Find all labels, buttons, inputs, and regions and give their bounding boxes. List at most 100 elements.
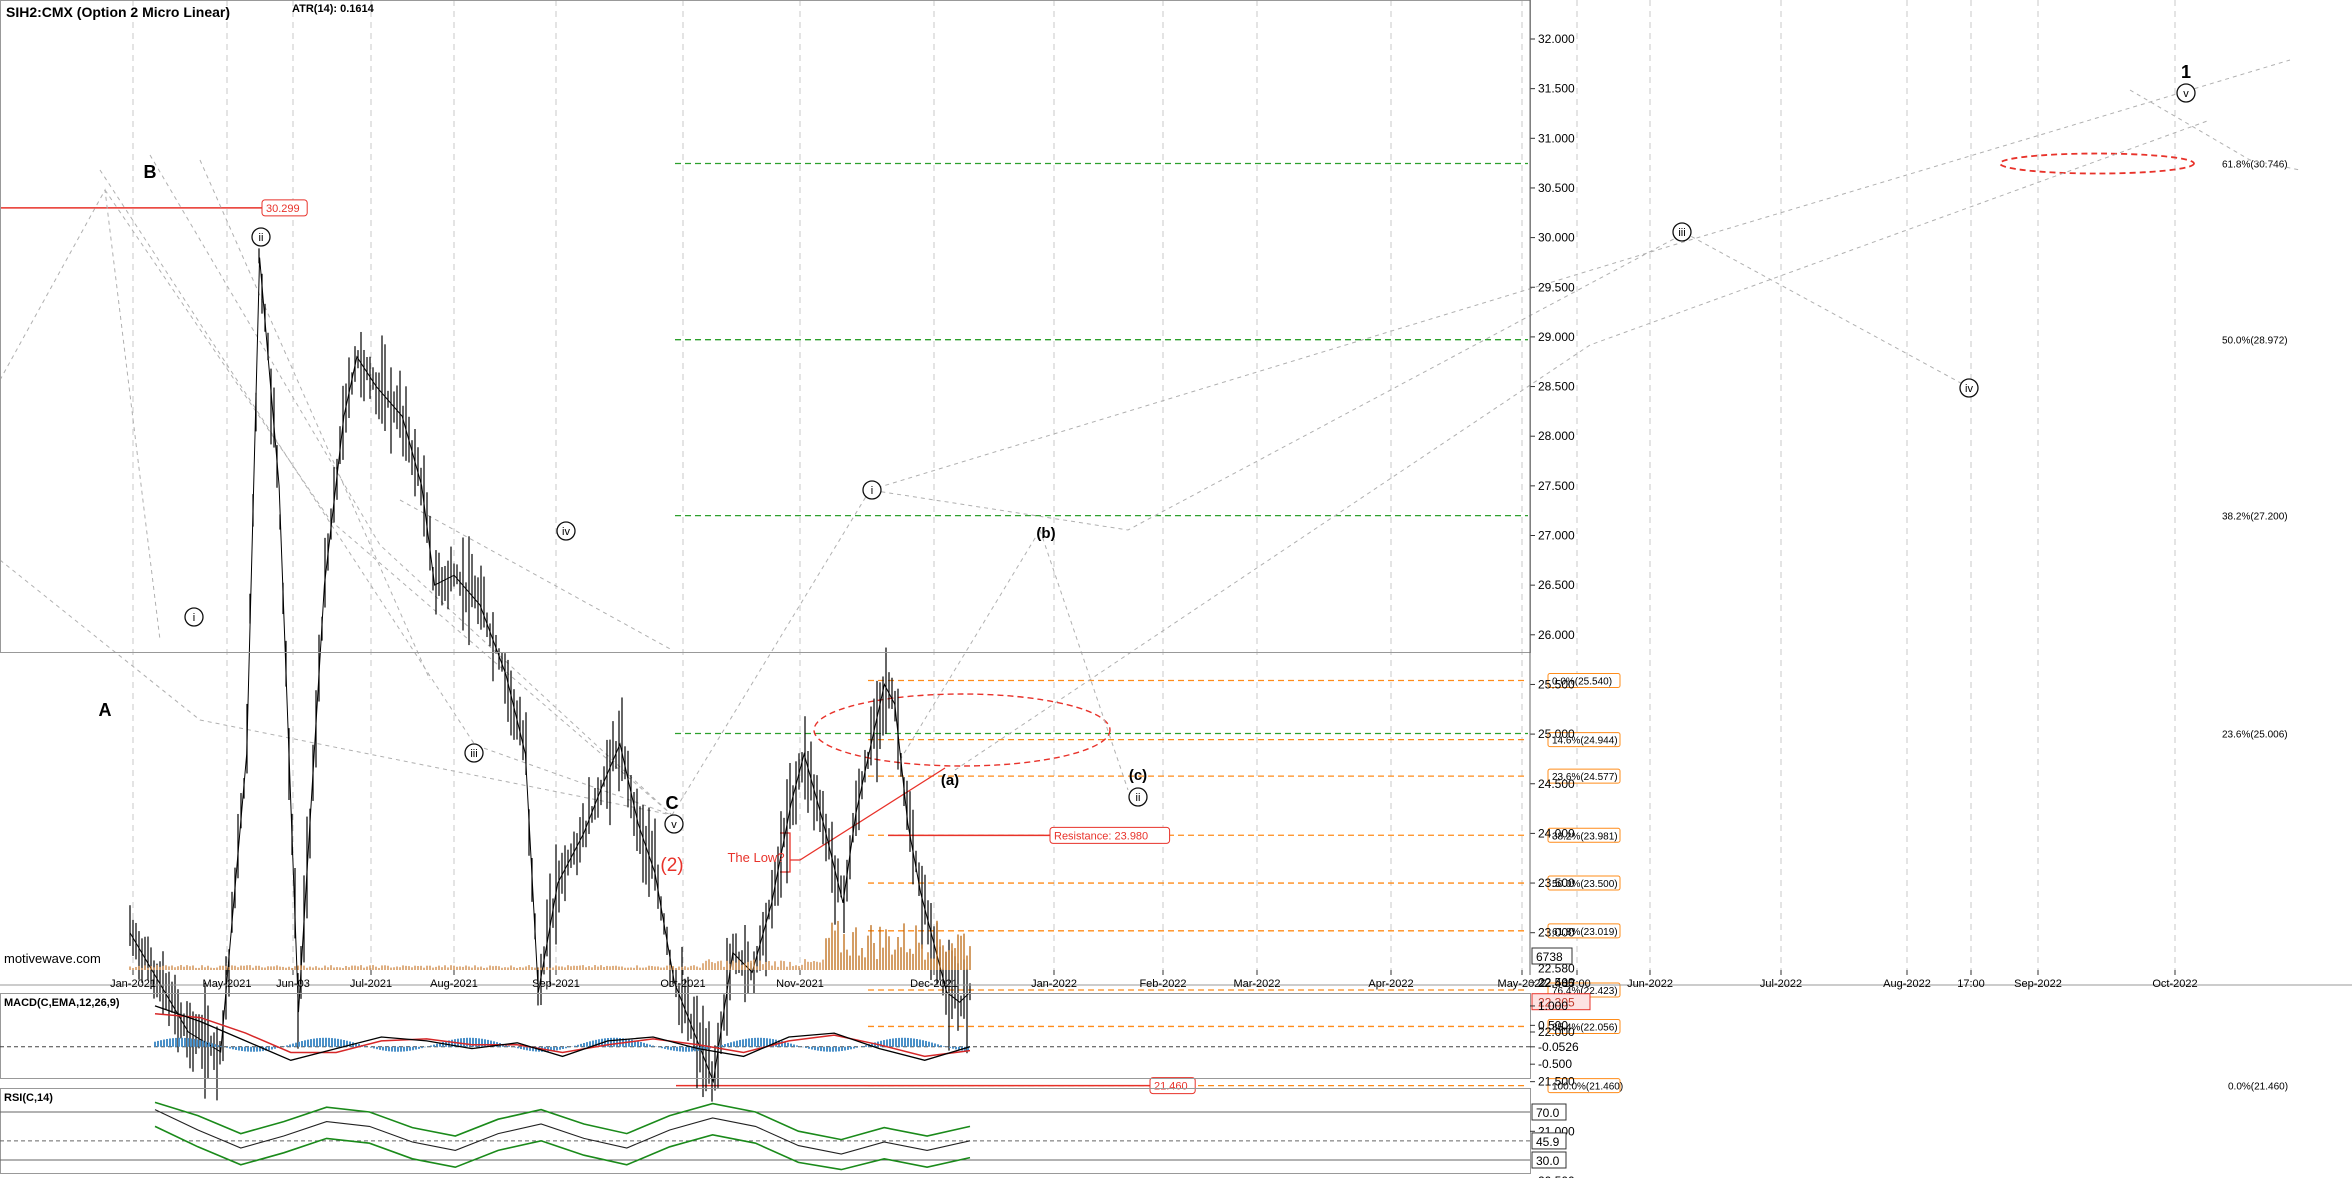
y-tick-label: 23.500 bbox=[1538, 876, 1575, 890]
wave-projection-line bbox=[671, 232, 1971, 816]
fib-retracement-label: 14.6%(24.944) bbox=[1552, 736, 1618, 747]
y-tick-label: 29.500 bbox=[1538, 280, 1575, 294]
wave-label: 1 bbox=[2181, 62, 2191, 82]
target-zone-ellipse bbox=[1999, 152, 2195, 175]
fib-retracement-badge bbox=[1547, 1078, 1621, 1094]
wave-circle-marker bbox=[464, 743, 484, 763]
wave-label: ii bbox=[1136, 792, 1141, 804]
x-tick-label: Jan-2021 bbox=[110, 978, 156, 990]
wave-circle-marker bbox=[251, 227, 271, 247]
x-tick-label: Oct-2021 bbox=[660, 978, 705, 990]
y-tick-label: 32.000 bbox=[1538, 32, 1575, 46]
fib-retracement-label: 0.0%(21.460) bbox=[2228, 1082, 2288, 1093]
fib-retracement-badge bbox=[1547, 923, 1621, 939]
wave-label: iii bbox=[1678, 227, 1685, 239]
target-zone-ellipse bbox=[813, 693, 1111, 767]
macd-panel: 1.000 0.500 -0.0526 -0.500 bbox=[0, 999, 1579, 1071]
fib-retracement-label: 0.0%(25.540) bbox=[1552, 676, 1612, 687]
wave-projection-line bbox=[869, 59, 2291, 491]
x-tick-label: Jul-2022 bbox=[1760, 978, 1802, 990]
red-level-label: Resistance: 23.980 bbox=[1054, 830, 1148, 842]
rsi-tick-badge bbox=[1531, 1103, 1567, 1121]
y-tick-label: 23.000 bbox=[1538, 926, 1575, 940]
fib-extension-label: 50.0%(28.972) bbox=[2222, 336, 2288, 347]
x-tick-label: May-2021 bbox=[203, 978, 252, 990]
fib-retracement-label: 100.0%(21.460) bbox=[1552, 1082, 1623, 1093]
wave-circle-marker bbox=[2176, 83, 2196, 103]
rsi-y-tick-label: 30.0 bbox=[1536, 1154, 1560, 1168]
price-line bbox=[129, 257, 971, 1084]
y-tick-label: 24.500 bbox=[1538, 777, 1575, 791]
atr-indicator-label: ATR(14): 0.1614 bbox=[292, 3, 374, 15]
y-tick-label: 27.000 bbox=[1538, 529, 1575, 543]
annotation-the-low: The Low? bbox=[727, 850, 784, 865]
rsi-tick-badge bbox=[1531, 1151, 1567, 1169]
wave-label: iv bbox=[1965, 383, 1973, 395]
wave-circle-marker bbox=[184, 607, 204, 627]
wave-projection-line bbox=[199, 159, 431, 681]
y-tick-label: 28.000 bbox=[1538, 429, 1575, 443]
y-tick-label: 22.500 bbox=[1538, 975, 1575, 989]
x-tick-label: Sep-2021 bbox=[532, 978, 580, 990]
wave-label: (b) bbox=[1036, 525, 1055, 542]
wave-circle-marker bbox=[556, 521, 576, 541]
wave-label: (2) bbox=[660, 855, 683, 876]
y-tick-label: 21.500 bbox=[1538, 1075, 1575, 1089]
red-level-badge bbox=[1149, 1077, 1196, 1095]
y-tick-label: 25.500 bbox=[1538, 677, 1575, 691]
wave-label: v bbox=[2183, 88, 2189, 100]
red-level-badge bbox=[1049, 826, 1171, 844]
x-tick-label: Aug-2022 bbox=[1883, 978, 1931, 990]
wave-projection-line bbox=[149, 154, 673, 816]
price-label: 22.580 bbox=[1538, 961, 1575, 975]
fib-retracement-label: 85.4%(22.056) bbox=[1552, 1022, 1618, 1033]
y-tick-label: 26.000 bbox=[1538, 628, 1575, 642]
fib-retracement-badge bbox=[1547, 672, 1621, 688]
wave-projection-line bbox=[104, 189, 673, 816]
rsi-title: RSI(C,14) bbox=[4, 1092, 53, 1104]
fib-retracement-label: 76.4%(22.423) bbox=[1552, 986, 1618, 997]
volume-badge bbox=[1531, 947, 1573, 965]
y-tick-label: 20.500 bbox=[1538, 1174, 1575, 1178]
wave-label: iv bbox=[562, 526, 570, 538]
y-tick-label: 26.500 bbox=[1538, 578, 1575, 592]
fib-retracement-label: 50.0%(23.500) bbox=[1552, 879, 1618, 890]
wave-circle-marker bbox=[862, 480, 882, 500]
chart-title: SIH2:CMX (Option 2 Micro Linear) bbox=[6, 4, 231, 20]
y-tick-label: 30.500 bbox=[1538, 181, 1575, 195]
macd-panel-frame bbox=[0, 993, 1531, 1079]
wave-projection-lines bbox=[0, 59, 2301, 873]
x-tick-label: Jan-2022 bbox=[1031, 978, 1077, 990]
fib-retracement-badge bbox=[1547, 827, 1621, 843]
wave-label: v bbox=[671, 819, 677, 831]
x-tick-label: Nov-2021 bbox=[776, 978, 824, 990]
x-tick-label: Sep-2022 bbox=[2014, 978, 2062, 990]
fib-retracement-badge bbox=[1547, 768, 1621, 784]
wave-projection-line bbox=[1039, 529, 1129, 791]
wave-circle-marker bbox=[1672, 222, 1692, 242]
x-tick-label: Jul-2021 bbox=[350, 978, 392, 990]
rsi-upper-band bbox=[154, 1101, 971, 1141]
wave-label: C bbox=[666, 793, 679, 813]
main-panel-frame bbox=[0, 0, 1531, 653]
macd-title: MACD(C,EMA,12,26,9) bbox=[4, 997, 120, 1009]
macd-y-tick-label: -0.500 bbox=[1538, 1057, 1572, 1071]
price-label: 22.485 bbox=[1538, 976, 1575, 990]
x-tick-label: 17:00 bbox=[1957, 978, 1985, 990]
fib-extension-label: 61.8%(30.746) bbox=[2222, 160, 2288, 171]
wave-circle-marker bbox=[664, 814, 684, 834]
rsi-y-tick-label: 45.9 bbox=[1536, 1135, 1560, 1149]
y-tick-label: 27.500 bbox=[1538, 479, 1575, 493]
grid bbox=[132, 0, 2176, 970]
rsi-y-tick-label: 70.0 bbox=[1536, 1106, 1560, 1120]
x-tick-label: Apr-2022 bbox=[1368, 978, 1413, 990]
y-tick-label: 25.000 bbox=[1538, 727, 1575, 741]
rsi-lower-band bbox=[154, 1125, 971, 1171]
wave-projection-line bbox=[99, 169, 673, 816]
wave-projection-line bbox=[954, 119, 2211, 771]
macd-y-tick-label: -0.0526 bbox=[1538, 1040, 1579, 1054]
